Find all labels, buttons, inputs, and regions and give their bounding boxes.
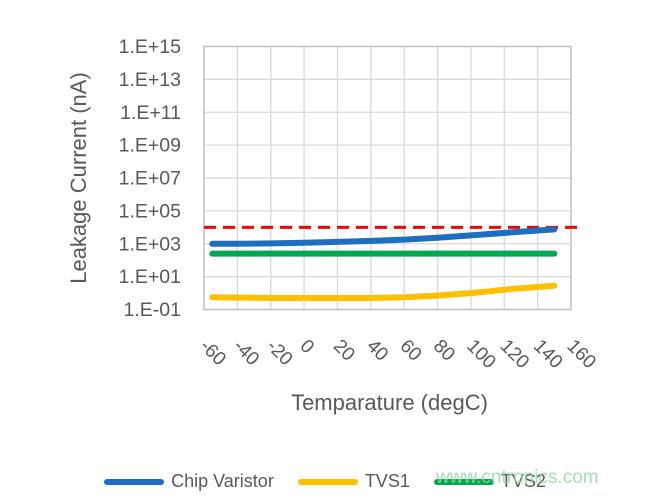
x-tick-label: 160 (562, 336, 599, 373)
x-tick-label: -40 (229, 336, 263, 370)
legend-swatch-tvs1 (297, 478, 358, 485)
y-axis-title: Leakage Current (nA) (66, 72, 91, 284)
y-tick-label: 1.E+13 (119, 69, 181, 91)
chart-legend: Chip Varistor TVS1 TVS2 (0, 471, 650, 492)
y-tick-label: 1.E+11 (120, 102, 181, 124)
legend-swatch-chip-varistor (104, 478, 165, 485)
y-tick-label: 1.E+15 (119, 36, 182, 58)
y-tick-label: 1.E+05 (119, 200, 182, 222)
x-tick-label: 0 (296, 336, 318, 358)
y-tick-label: 1.E+09 (119, 135, 181, 157)
x-tick-label: 40 (362, 336, 392, 366)
x-tick-label: 20 (329, 336, 359, 366)
watermark-text: www.cntronics.com (436, 467, 599, 488)
chart-plot-area: 1.E+15 1.E+13 1.E+11 1.E+09 1.E+07 1.E+05 1.E+… (66, 36, 600, 415)
y-tick-label: 1.E+01 (119, 266, 181, 288)
x-tick-label: 60 (396, 336, 426, 366)
series-line-tvs1 (209, 282, 558, 301)
y-tick-label: 1.E-01 (124, 299, 181, 321)
legend-label-tvs1: TVS1 (364, 471, 410, 491)
y-tick-label: 1.E+03 (119, 233, 181, 255)
x-tick-label: 100 (462, 336, 499, 373)
x-tick-label: -20 (262, 336, 296, 370)
legend-label-chip-varistor: Chip Varistor (171, 471, 274, 491)
legend-label-tvs2: TVS2 (500, 471, 546, 491)
legend-item-tvs1: TVS1 (297, 471, 410, 492)
x-tick-label: 80 (429, 336, 459, 366)
x-tick-label: -60 (195, 336, 229, 370)
series-line-chip-varistor (209, 226, 558, 247)
x-tick-label: 140 (529, 336, 566, 373)
legend-item-chip-varistor: Chip Varistor (104, 471, 274, 492)
x-tick-label: 120 (496, 336, 533, 373)
legend-swatch-tvs2 (433, 478, 494, 485)
x-axis-title: Temparature (degC) (291, 390, 488, 415)
y-tick-label: 1.E+07 (119, 168, 181, 190)
plot-border (203, 45, 572, 311)
legend-item-tvs2: TVS2 (433, 471, 546, 492)
